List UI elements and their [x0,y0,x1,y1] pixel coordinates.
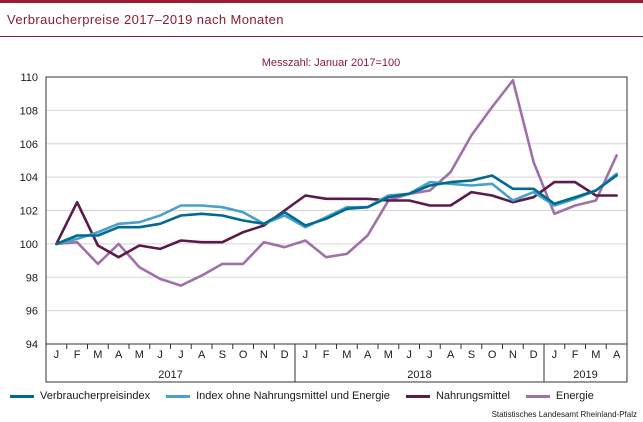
x-tick-label: M [135,349,144,361]
y-tick-label: 106 [20,139,38,151]
source-note: Statistisches Landesamt Rheinland-Pfalz [491,410,637,419]
plot-frame [45,76,628,383]
legend-swatch [10,394,34,398]
legend-item: Verbraucherpreisindex [10,390,150,402]
x-tick-label: M [591,349,600,361]
y-tick-label: 96 [26,306,38,318]
x-tick-label: N [509,349,517,361]
year-label: 2019 [573,369,597,381]
series-line-index-ohne-nahrungsmittel-und-energie [55,172,618,246]
series-layer [55,79,618,287]
x-tick-label: A [198,349,206,361]
x-tick-label: M [93,349,102,361]
x-tick-label: J [157,349,163,361]
chart-subtitle: Messzahl: Januar 2017=100 [262,57,401,69]
legend-item: Energie [525,390,594,402]
grid [46,76,627,345]
x-tick-label: J [303,349,309,361]
legend-label: Index ohne Nahrungsmittel und Energie [196,390,390,402]
y-tick-label: 94 [26,339,38,351]
x-tick-label: O [239,349,248,361]
x-tick-label: F [74,349,81,361]
x-tick-label: M [342,349,351,361]
y-tick-label: 102 [20,206,38,218]
x-tick-label: J [427,349,433,361]
x-tick-label: J [406,349,412,361]
x-tick-label: O [488,349,497,361]
x-tick-label: S [468,349,475,361]
legend-label: Nahrungsmittel [435,390,510,402]
y-tick-label: 100 [20,239,38,251]
y-tick-label: 104 [20,172,38,184]
x-tick-label: S [219,349,226,361]
legend: Verbraucherpreisindex Index ohne Nahrungs… [10,390,610,402]
legend-swatch [166,394,191,398]
x-tick-label: F [572,349,579,361]
y-axis-ticks: 94 96 98 100 102 104 106 108 110 [20,72,38,351]
x-tick-label: F [323,349,330,361]
x-tick-label: A [447,349,455,361]
legend-item: Nahrungsmittel [405,390,510,402]
y-tick-label: 98 [26,272,38,284]
year-label: 2018 [407,369,431,381]
x-tick-label: J [552,349,558,361]
x-tick-label: N [260,349,268,361]
x-tick-label: M [384,349,393,361]
x-tick-label: A [115,349,123,361]
legend-label: Energie [555,390,594,402]
top-rule [0,0,643,3]
legend-label: Verbraucherpreisindex [40,390,151,402]
legend-swatch [525,394,550,398]
y-tick-label: 108 [20,105,38,117]
x-tick-label: A [613,349,621,361]
legend-swatch [405,394,430,398]
x-tick-label: J [178,349,184,361]
x-tick-label: D [530,349,538,361]
series-line-energie [55,79,618,287]
x-tick-label: J [54,349,60,361]
x-tick-label: A [364,349,372,361]
year-label: 2017 [158,369,182,381]
series-line-nahrungsmittel [55,180,618,259]
title-rule [0,36,643,37]
y-tick-label: 110 [20,72,38,84]
legend-item: Index ohne Nahrungsmittel und Energie [166,390,390,402]
page-title: Verbraucherpreise 2017–2019 nach Monaten [7,12,284,27]
x-tick-label: D [281,349,289,361]
series-line-verbraucherpreisindex [55,174,618,246]
